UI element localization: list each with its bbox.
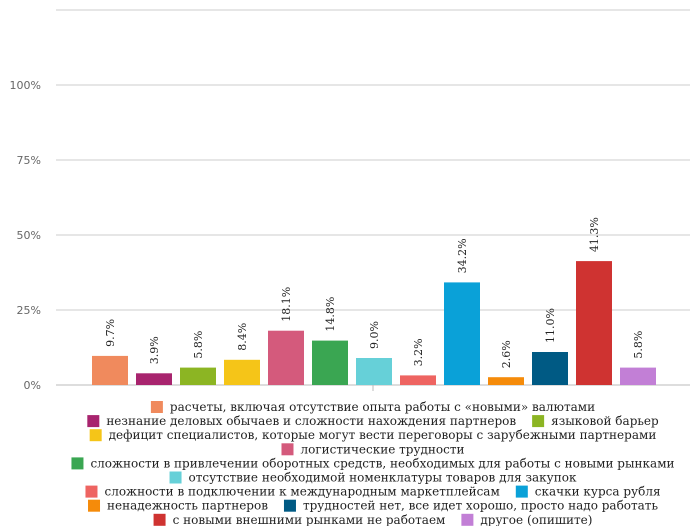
legend-label: логистические трудности [300, 442, 464, 456]
bar [312, 340, 348, 385]
legend-swatch [461, 513, 474, 526]
legend-swatch [281, 443, 294, 456]
data-label: 8.4% [236, 323, 249, 351]
legend-row: сложности в подключении к международным … [85, 485, 661, 499]
legend-swatch [283, 499, 296, 512]
legend-label: другое (опишите) [480, 513, 592, 526]
legend-swatch [88, 499, 101, 512]
y-tick-label: 25% [17, 304, 41, 317]
legend-swatch [85, 485, 98, 498]
data-label: 5.8% [632, 331, 645, 359]
legend-row: незнание деловых обычаев и сложности нах… [87, 414, 659, 428]
bar [356, 358, 392, 385]
y-tick-label: 0% [24, 379, 41, 392]
data-label: 3.2% [412, 338, 425, 366]
bar [576, 261, 612, 385]
legend-swatch [71, 457, 84, 470]
legend-row: с новыми внешними рынками не работаем дру… [153, 513, 592, 526]
data-labels: 9.7% 3.9% 5.8% 8.4% 18.1% 14.8% 9.0% 3.2% 34.2% 2… [104, 217, 645, 368]
legend-swatch [150, 401, 163, 413]
bar [400, 375, 436, 385]
data-label: 2.6% [500, 340, 513, 368]
data-label: 34.2% [456, 238, 469, 273]
legend-swatch [87, 415, 100, 428]
legend-label: скачки курса рубля [535, 485, 661, 499]
legend-swatch [89, 429, 102, 442]
data-label: 3.9% [148, 336, 161, 364]
data-label: 9.0% [368, 321, 381, 349]
bar [136, 373, 172, 385]
bar [444, 282, 480, 385]
bar [268, 330, 304, 385]
legend-row: дефицит специалистов, которые могут вест… [89, 428, 657, 442]
data-label: 14.8% [324, 297, 337, 332]
legend-label: сложности в привлечении оборотных средст… [90, 456, 674, 470]
bar [488, 377, 524, 385]
legend-swatch [169, 471, 182, 484]
data-label: 18.1% [280, 287, 293, 322]
data-label: 5.8% [192, 331, 205, 359]
legend-label: ненадежность партнеров [107, 499, 268, 513]
legend-label: языковой барьер [551, 414, 659, 428]
legend-label: сложности в подключении к международным … [104, 485, 499, 499]
legend-label: отсутствие необходимой номенклатуры това… [189, 471, 577, 485]
bars [92, 261, 656, 385]
legend-row: расчеты, включая отсутствие опыта работы… [150, 400, 595, 414]
legend-swatch [532, 415, 545, 428]
data-label: 9.7% [104, 319, 117, 347]
legend-label: дефицит специалистов, которые могут вест… [109, 428, 657, 442]
legend-row: логистические трудности [281, 442, 465, 456]
y-tick-label: 75% [17, 154, 41, 167]
legend-swatch [515, 485, 528, 498]
legend-label: трудностей нет, все идет хорошо, просто … [303, 499, 658, 513]
y-axis-tick-labels: 0% 25% 50% 75% 100% [10, 79, 41, 392]
legend-label: с новыми внешними рынками не работаем [173, 513, 446, 526]
bar [532, 352, 568, 385]
legend-row: ненадежность партнеров трудностей нет, вс… [88, 499, 658, 513]
legend: расчеты, включая отсутствие опыта работы… [71, 400, 675, 526]
y-tick-label: 100% [10, 79, 41, 92]
legend-row: отсутствие необходимой номенклатуры това… [169, 471, 577, 485]
legend-label: незнание деловых обычаев и сложности нах… [106, 414, 516, 428]
bar [620, 367, 656, 385]
data-label: 11.0% [544, 308, 557, 343]
y-tick-label: 50% [17, 229, 41, 242]
legend-row: сложности в привлечении оборотных средст… [71, 456, 675, 470]
bar [180, 367, 216, 385]
bar [92, 355, 128, 385]
bar [224, 359, 260, 385]
legend-label: расчеты, включая отсутствие опыта работы… [170, 400, 595, 414]
legend-swatch [153, 513, 166, 526]
data-label: 41.3% [588, 217, 601, 252]
